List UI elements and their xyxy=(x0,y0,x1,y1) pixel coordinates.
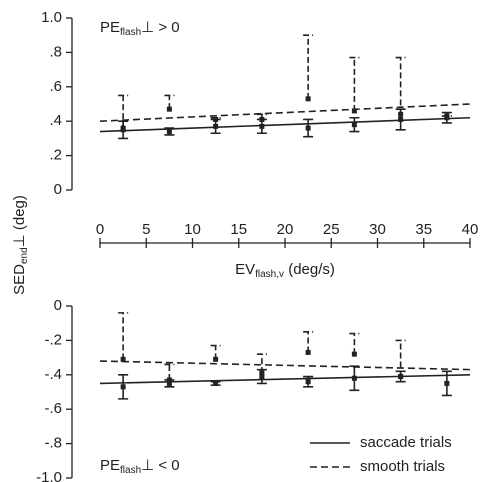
error-bar xyxy=(395,56,406,115)
marker xyxy=(213,123,219,129)
marker xyxy=(351,375,357,381)
marker xyxy=(259,370,265,376)
fit-line xyxy=(99,103,471,122)
annotation: PEflash⊥ > 0 xyxy=(100,19,180,38)
x-axis-label: EVflash,v (deg/s) xyxy=(235,261,335,280)
marker xyxy=(444,113,450,119)
marker xyxy=(305,96,311,102)
y-tick-label: -.6 xyxy=(44,400,62,417)
marker xyxy=(305,125,311,131)
marker xyxy=(213,380,219,386)
marker xyxy=(166,129,172,135)
error-bar xyxy=(164,363,175,380)
error-bar xyxy=(118,94,129,129)
x-tick-label: 15 xyxy=(230,221,247,238)
x-tick-label: 20 xyxy=(277,221,294,238)
marker xyxy=(166,377,172,383)
marker xyxy=(351,108,357,114)
marker xyxy=(398,116,404,122)
marker xyxy=(259,123,265,129)
y-tick-label: -.2 xyxy=(44,331,62,348)
x-tick-label: 5 xyxy=(142,221,150,238)
fit-line xyxy=(99,360,471,371)
marker xyxy=(166,106,172,112)
error-bar xyxy=(118,312,129,360)
marker xyxy=(305,349,311,355)
error-bar xyxy=(395,339,406,377)
marker xyxy=(444,380,450,386)
marker xyxy=(351,122,357,128)
y-tick-label: -.8 xyxy=(44,435,62,452)
marker xyxy=(259,374,265,380)
marker xyxy=(120,356,126,362)
x-tick-label: 40 xyxy=(462,221,479,238)
x-tick-label: 10 xyxy=(184,221,201,238)
x-tick-label: 25 xyxy=(323,221,340,238)
x-tick-label: 35 xyxy=(415,221,432,238)
annotation: PEflash⊥ < 0 xyxy=(100,457,180,476)
marker xyxy=(398,111,404,117)
y-tick-label: .6 xyxy=(49,78,62,95)
marker xyxy=(166,380,172,386)
y-tick-label: -1.0 xyxy=(36,469,62,482)
error-bar xyxy=(349,56,360,111)
marker xyxy=(398,374,404,380)
y-tick-label: 0 xyxy=(54,297,62,314)
y-tick-label: 1.0 xyxy=(41,9,62,26)
error-bar xyxy=(349,332,360,355)
y-tick-label: 0 xyxy=(54,181,62,198)
marker xyxy=(305,379,311,385)
marker xyxy=(259,116,265,122)
y-tick-label: -.4 xyxy=(44,366,62,383)
fit-line xyxy=(99,116,471,133)
y-tick-label: .4 xyxy=(49,112,62,129)
fit-line xyxy=(99,374,471,385)
y-axis-label: SEDend⊥ (deg) xyxy=(11,195,30,295)
legend-label: smooth trials xyxy=(360,458,445,475)
legend-label: saccade trials xyxy=(360,434,452,451)
marker xyxy=(120,125,126,131)
marker xyxy=(351,351,357,357)
error-bar xyxy=(303,34,314,99)
error-bar xyxy=(303,331,314,353)
y-tick-label: .2 xyxy=(49,147,62,164)
marker xyxy=(213,116,219,122)
marker xyxy=(120,384,126,390)
marker xyxy=(213,356,219,362)
y-tick-label: .8 xyxy=(49,43,62,60)
x-tick-label: 30 xyxy=(369,221,386,238)
x-tick-label: 0 xyxy=(96,221,104,238)
error-bar xyxy=(256,353,267,374)
